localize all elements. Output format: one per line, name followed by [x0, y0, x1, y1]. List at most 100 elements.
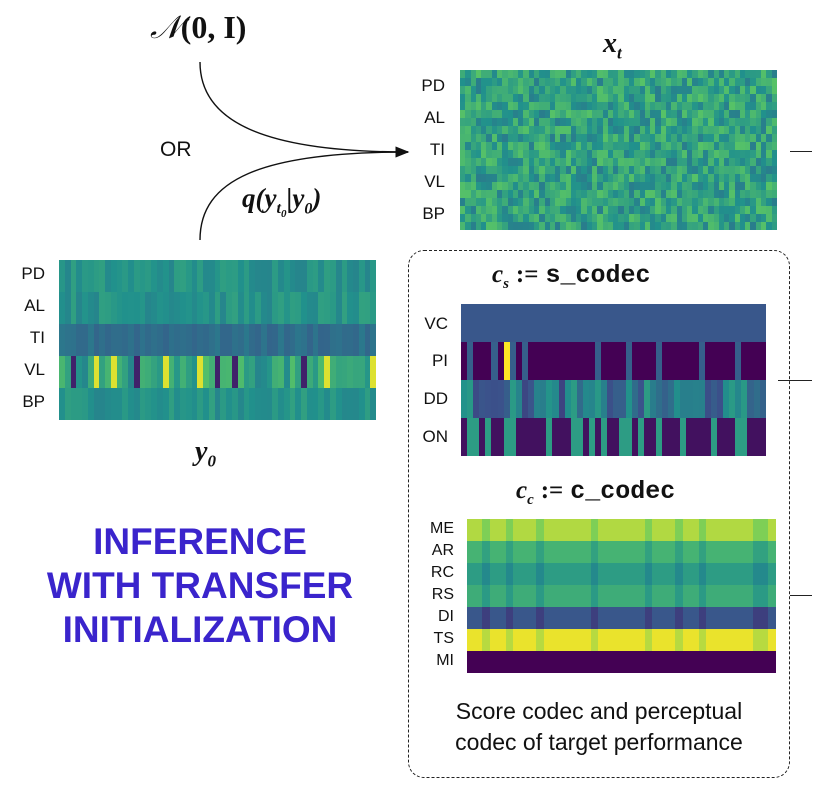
- heatmap-cell: [592, 182, 598, 190]
- heatmap-cell: [650, 222, 656, 230]
- heatmap-cell: [295, 388, 302, 420]
- heatmap-cell: [755, 118, 762, 126]
- heatmap-cell: [358, 292, 365, 324]
- q-suffix-sub: 0: [304, 200, 313, 218]
- heatmap-cell: [586, 70, 593, 78]
- heatmap-cell: [734, 94, 740, 102]
- heatmap-cell: [496, 158, 503, 166]
- heatmap-cell: [576, 94, 582, 102]
- heatmap-cell: [755, 126, 762, 134]
- heatmap-cell: [729, 629, 738, 651]
- heatmap-cell: [570, 118, 577, 126]
- heatmap-cell: [491, 380, 498, 418]
- main-title-line: INFERENCE: [93, 521, 307, 562]
- heatmap-cell: [681, 142, 688, 150]
- heatmap-cell: [329, 324, 336, 356]
- heatmap-cell: [692, 166, 698, 174]
- heatmap-cell: [766, 86, 772, 94]
- heatmap-cell: [513, 541, 522, 563]
- heatmap-cell: [718, 102, 725, 110]
- heatmap-cell: [681, 118, 688, 126]
- heatmap-cell: [623, 190, 629, 198]
- heatmap-cell: [607, 110, 614, 118]
- heatmap-cell: [528, 174, 534, 182]
- heatmap-cell: [180, 260, 186, 292]
- heatmap-cell: [613, 190, 619, 198]
- heatmap-row: [460, 174, 777, 182]
- heatmap-cell: [565, 110, 571, 118]
- heatmap-cell: [739, 182, 746, 190]
- heatmap-cell: [621, 651, 630, 673]
- heatmap-cell: [655, 174, 661, 182]
- heatmap-cell: [692, 222, 698, 230]
- heatmap-cell: [768, 607, 776, 629]
- heatmap-cell: [473, 418, 480, 456]
- heatmap-cell: [655, 118, 661, 126]
- heatmap-cell: [560, 78, 566, 86]
- heatmap-cell: [607, 222, 614, 230]
- heatmap-cell: [497, 651, 506, 673]
- heatmap-cell: [702, 102, 709, 110]
- heatmap-cell: [702, 174, 709, 182]
- heatmap-cell: [549, 126, 556, 134]
- heatmap-cell: [665, 166, 672, 174]
- heatmap-cell: [755, 158, 762, 166]
- heatmap-cell: [180, 324, 186, 356]
- heatmap-cell: [644, 150, 651, 158]
- cs-row-label: VC: [424, 314, 448, 333]
- heatmap-cell: [180, 292, 186, 324]
- heatmap-cell: [249, 356, 256, 388]
- heatmap-cell: [674, 342, 681, 380]
- heatmap-cell: [528, 418, 535, 456]
- heatmap-cell: [133, 356, 140, 388]
- heatmap-cell: [655, 78, 661, 86]
- heatmap-cell: [639, 206, 645, 214]
- heatmap-cell: [474, 651, 483, 673]
- heatmap-cell: [570, 158, 577, 166]
- heatmap-cell: [533, 78, 540, 86]
- heatmap-cell: [590, 607, 599, 629]
- heatmap-cell: [507, 206, 513, 214]
- heatmap-cell: [656, 380, 663, 418]
- heatmap-cell: [533, 134, 540, 142]
- heatmap-cell: [652, 541, 660, 563]
- heatmap-cell: [676, 70, 682, 78]
- heatmap-cell: [575, 563, 583, 585]
- heatmap-cell: [697, 118, 703, 126]
- heatmap-cell: [570, 86, 577, 94]
- heatmap-cell: [576, 70, 582, 78]
- heatmap-cell: [607, 126, 614, 134]
- heatmap-cell: [724, 118, 730, 126]
- heatmap-cell: [523, 174, 529, 182]
- heatmap-cell: [523, 214, 529, 222]
- heatmap-cell: [549, 118, 556, 126]
- heatmap-cell: [734, 166, 740, 174]
- heatmap-cell: [721, 629, 730, 651]
- heatmap-cell: [690, 607, 699, 629]
- heatmap-cell: [747, 304, 754, 342]
- heatmap-cell: [544, 174, 550, 182]
- heatmap-row: [59, 260, 376, 292]
- heatmap-cell: [581, 182, 587, 190]
- heatmap-cell: [704, 380, 711, 418]
- heatmap-cell: [714, 563, 722, 585]
- heatmap-cell: [586, 174, 593, 182]
- heatmap-cell: [539, 94, 545, 102]
- heatmap-cell: [70, 324, 77, 356]
- heatmap-cell: [681, 174, 688, 182]
- heatmap-cell: [576, 304, 583, 342]
- heatmap-cell: [710, 418, 717, 456]
- heatmap-cell: [671, 118, 677, 126]
- heatmap-cell: [272, 356, 279, 388]
- heatmap-cell: [168, 292, 175, 324]
- heatmap-cell: [162, 388, 169, 420]
- heatmap-cell: [644, 118, 651, 126]
- heatmap-cell: [491, 174, 497, 182]
- heatmap-cell: [460, 94, 466, 102]
- heatmap-cell: [745, 94, 751, 102]
- heatmap-cell: [618, 110, 624, 118]
- cs-heatmap: [461, 304, 766, 456]
- heatmap-cell: [560, 214, 566, 222]
- heatmap-cell: [582, 585, 591, 607]
- heatmap-cell: [639, 118, 645, 126]
